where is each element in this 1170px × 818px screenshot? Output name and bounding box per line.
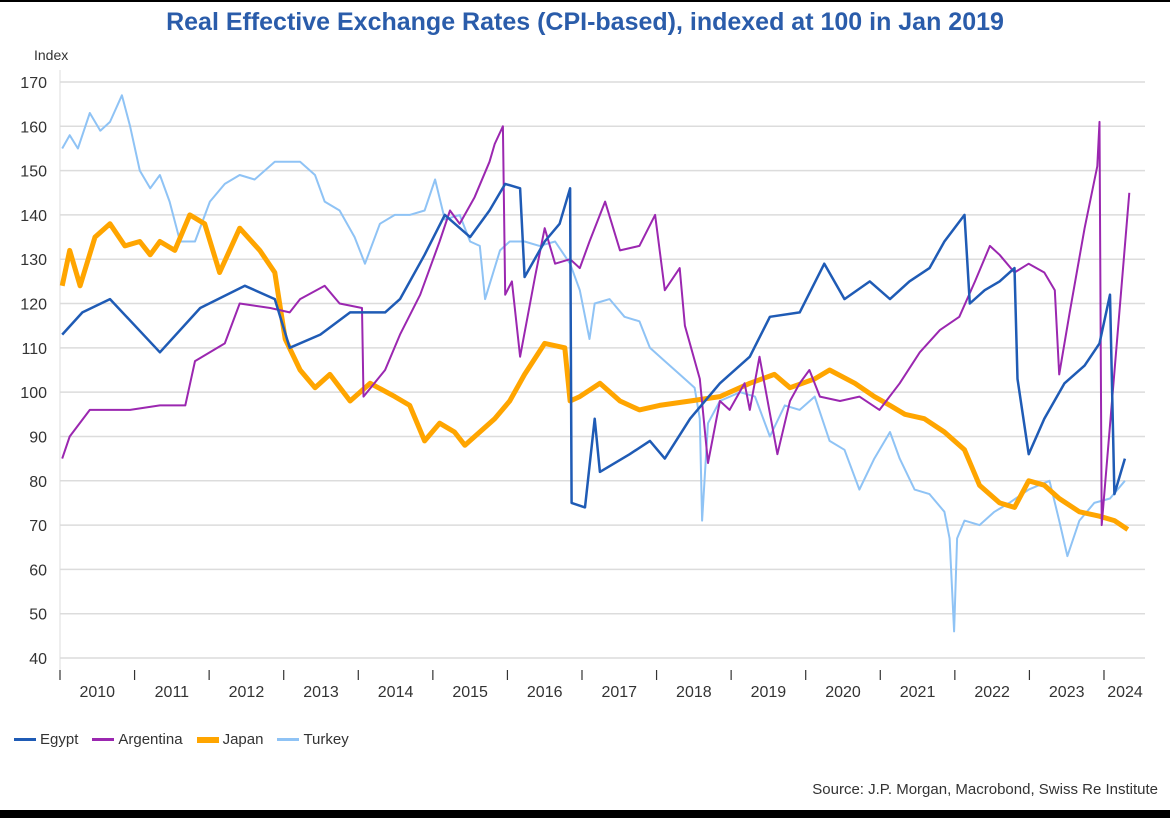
legend-swatch [277,738,300,741]
y-tick-label: 90 [29,429,47,446]
y-tick-labels: 40 50 60 70 80 90 100 110 120 130 140 150 160 170 [20,75,47,668]
legend-item-turkey: Turkey [277,731,349,748]
chart-title: Real Effective Exchange Rates (CPI-based… [166,8,1004,36]
series-line-japan [59,212,1130,532]
legend-swatch [196,736,219,743]
x-tick-label: 2023 [1049,684,1085,701]
legend-label: Argentina [118,731,183,748]
y-tick-label: 100 [20,385,47,402]
x-tick-label: 2019 [751,684,787,701]
x-tick-label: 2015 [452,684,488,701]
legend-swatch [92,738,115,741]
y-tick-label: 170 [20,75,47,92]
y-tick-label: 120 [20,297,47,314]
y-tick-label: 40 [29,651,47,668]
gridlines [59,70,1145,672]
y-tick-label: 150 [20,164,47,181]
y-tick-label: 50 [29,607,47,624]
y-tick-label: 110 [21,341,47,358]
bottom-border [0,810,1170,818]
x-tick-label: 2022 [974,684,1010,701]
x-tick-label: 2018 [676,684,712,701]
x-tick-label: 2017 [601,684,637,701]
legend-item-egypt: Egypt [14,731,78,748]
legend-item-argentina: Argentina [92,731,183,748]
x-tick-label: 2010 [79,684,115,701]
y-tick-label: 130 [20,252,47,269]
legend-label: Egypt [40,731,79,748]
x-tick-label: 2012 [229,684,265,701]
series-lines [59,94,1131,633]
legend-item-japan: Japan [196,731,264,748]
series-line-argentina [61,120,1131,527]
source-note: Source: J.P. Morgan, Macrobond, Swiss Re… [812,781,1158,798]
top-border [0,0,1170,2]
x-tick-label: 2011 [155,684,190,701]
series-line-egypt [61,182,1127,509]
series-line-turkey [61,94,1126,633]
x-tick-label: 2016 [527,684,563,701]
legend-label: Japan [222,731,264,748]
legend-label: Turkey [303,731,349,748]
y-tick-label: 160 [20,119,47,136]
x-tick-label: 2021 [900,684,936,701]
y-tick-label: 80 [29,474,47,491]
y-axis-label: Index [34,47,69,63]
x-axis: 2010 2011 2012 2013 2014 2015 2016 2017 2018 2019… [59,670,1145,701]
x-tick-label: 2014 [378,684,414,701]
x-tick-label: 2024 [1107,684,1143,701]
x-tick-label: 2013 [303,684,339,701]
legend-swatch [14,738,36,741]
x-tick-label: 2020 [825,684,861,701]
legend: Egypt Argentina Japan Turkey [14,731,349,748]
y-tick-label: 60 [29,562,47,579]
y-tick-label: 70 [29,518,47,535]
y-tick-label: 140 [20,208,47,225]
